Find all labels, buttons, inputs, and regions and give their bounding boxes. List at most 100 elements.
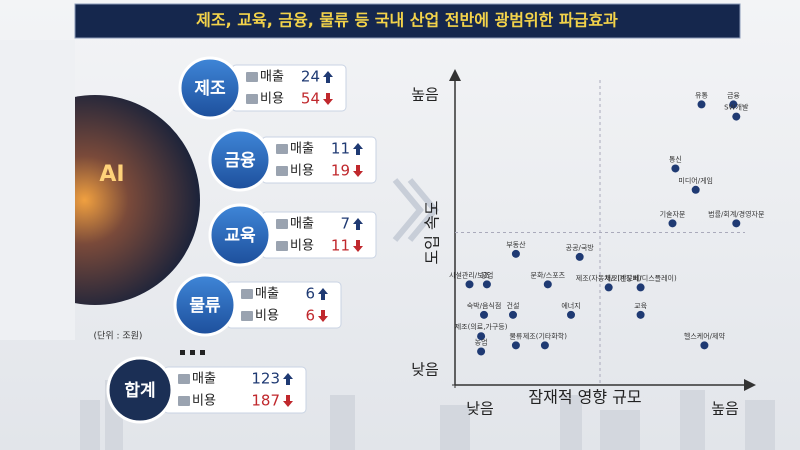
industry-row: 제조 매출 24 비용 54 — [178, 56, 347, 120]
industry-name: 교육 — [224, 226, 256, 246]
scatter-point — [671, 164, 680, 173]
point-label: 공공/국방 — [566, 243, 595, 252]
scatter-point — [697, 100, 706, 109]
cost-value: 187 — [251, 392, 280, 410]
sales-arrow — [283, 373, 293, 385]
industry-name: 제조 — [194, 79, 226, 99]
ai-logo: AI — [99, 162, 124, 187]
point-label: 헬스케어/제약 — [684, 331, 726, 340]
point-label: 교육 — [634, 302, 647, 310]
scatter-point — [543, 280, 552, 289]
row-icon — [276, 166, 288, 176]
cost-value: 11 — [331, 237, 350, 255]
scatter-point — [465, 280, 474, 289]
x-axis-title: 잠재적 영향 규모 — [528, 388, 641, 407]
left-margin — [0, 40, 75, 340]
cost-label: 비용 — [290, 164, 314, 179]
cost-arrow — [353, 240, 363, 252]
scatter-point — [482, 280, 491, 289]
header-bar — [74, 3, 741, 39]
industry-row: 금융 매출 11 비용 19 — [208, 128, 377, 192]
row-icon — [241, 289, 253, 299]
cost-label: 비용 — [192, 394, 216, 409]
point-label: SW개발 — [724, 103, 749, 112]
point-label: 부동산 — [506, 240, 526, 249]
point-label: 제조(자동차/기계장비) — [576, 273, 642, 282]
cost-value: 54 — [301, 90, 320, 108]
value-box — [261, 211, 377, 259]
scatter-point — [511, 341, 520, 350]
cost-arrow — [318, 310, 328, 322]
row-icon — [241, 311, 253, 321]
point-label: 시설관리/보조 — [449, 270, 491, 279]
point-label: 에너지 — [561, 301, 580, 310]
industry-name: 금융 — [224, 151, 256, 171]
scatter-point — [480, 310, 488, 319]
point-label: 제조(의료,가구등) — [455, 322, 508, 331]
sales-arrow — [353, 143, 363, 155]
industry-row: 합계 매출 123 비용 187 — [106, 356, 307, 424]
cost-label: 비용 — [260, 92, 284, 107]
scatter-point — [604, 283, 613, 292]
y-tick-label: 낮음 — [411, 361, 439, 379]
point-label: 숙박/음식점 — [467, 301, 502, 310]
cost-arrow — [283, 395, 293, 407]
scatter-point — [575, 252, 584, 261]
point-label: 제조(기타화학) — [523, 331, 567, 340]
industry-name: 합계 — [124, 380, 155, 401]
sales-label: 매출 — [290, 217, 314, 232]
scatter-point — [691, 185, 700, 194]
unit-label: (단위 : 조원) — [94, 331, 143, 342]
point-label: 법률/회계/경영자문 — [708, 209, 765, 218]
point-label: 미디어/게임 — [678, 176, 713, 185]
cost-value: 19 — [331, 162, 350, 180]
point-label: 농업 — [475, 338, 488, 346]
scatter-point — [509, 310, 517, 319]
value-box — [261, 136, 377, 184]
cost-label: 비용 — [290, 239, 314, 254]
scatter-point — [477, 347, 486, 356]
industry-circle — [208, 128, 272, 192]
row-icon — [246, 72, 258, 82]
scatter-point — [511, 249, 520, 258]
scatter-point — [700, 341, 709, 350]
cost-value: 6 — [305, 307, 315, 325]
scatter-point — [636, 310, 645, 319]
industry-name: 물류 — [189, 296, 221, 316]
row-icon — [276, 241, 288, 251]
point-label: 유통 — [695, 91, 708, 99]
point-label: 물류 — [509, 332, 522, 340]
value-box — [226, 281, 342, 329]
value-box — [231, 64, 347, 112]
industry-row: 교육 매출 7 비용 11 — [208, 203, 377, 267]
point-label: 통신 — [669, 154, 682, 163]
point-label: 제조(반도체/디스플레이) — [604, 273, 676, 282]
sales-value: 6 — [305, 285, 315, 303]
y-axis-title: 도입 속도 — [423, 201, 442, 265]
point-label: 문화/스포츠 — [531, 271, 566, 279]
industry-circle — [178, 56, 242, 120]
sales-label: 매출 — [290, 142, 314, 157]
scatter-point — [668, 219, 677, 228]
scatter-point — [540, 341, 549, 350]
industry-row: 물류 매출 6 비용 6 — [173, 273, 342, 337]
row-icon — [178, 374, 190, 384]
industry-circle — [173, 273, 237, 337]
sales-value: 24 — [301, 68, 320, 86]
sales-value: 11 — [331, 140, 350, 158]
flow-chevron — [392, 178, 439, 242]
point-label: 금융 — [727, 91, 740, 99]
row-icon — [246, 94, 258, 104]
scatter-point — [477, 332, 486, 341]
row-icon — [178, 396, 190, 406]
x-tick-label: 낮음 — [466, 400, 494, 418]
point-label: 공업 — [480, 271, 493, 279]
cost-arrow — [353, 165, 363, 177]
sales-arrow — [353, 218, 363, 230]
sales-value: 123 — [251, 370, 280, 388]
scatter-point — [729, 100, 738, 109]
y-tick-label: 높음 — [411, 86, 439, 104]
point-label: 건설 — [507, 301, 520, 310]
